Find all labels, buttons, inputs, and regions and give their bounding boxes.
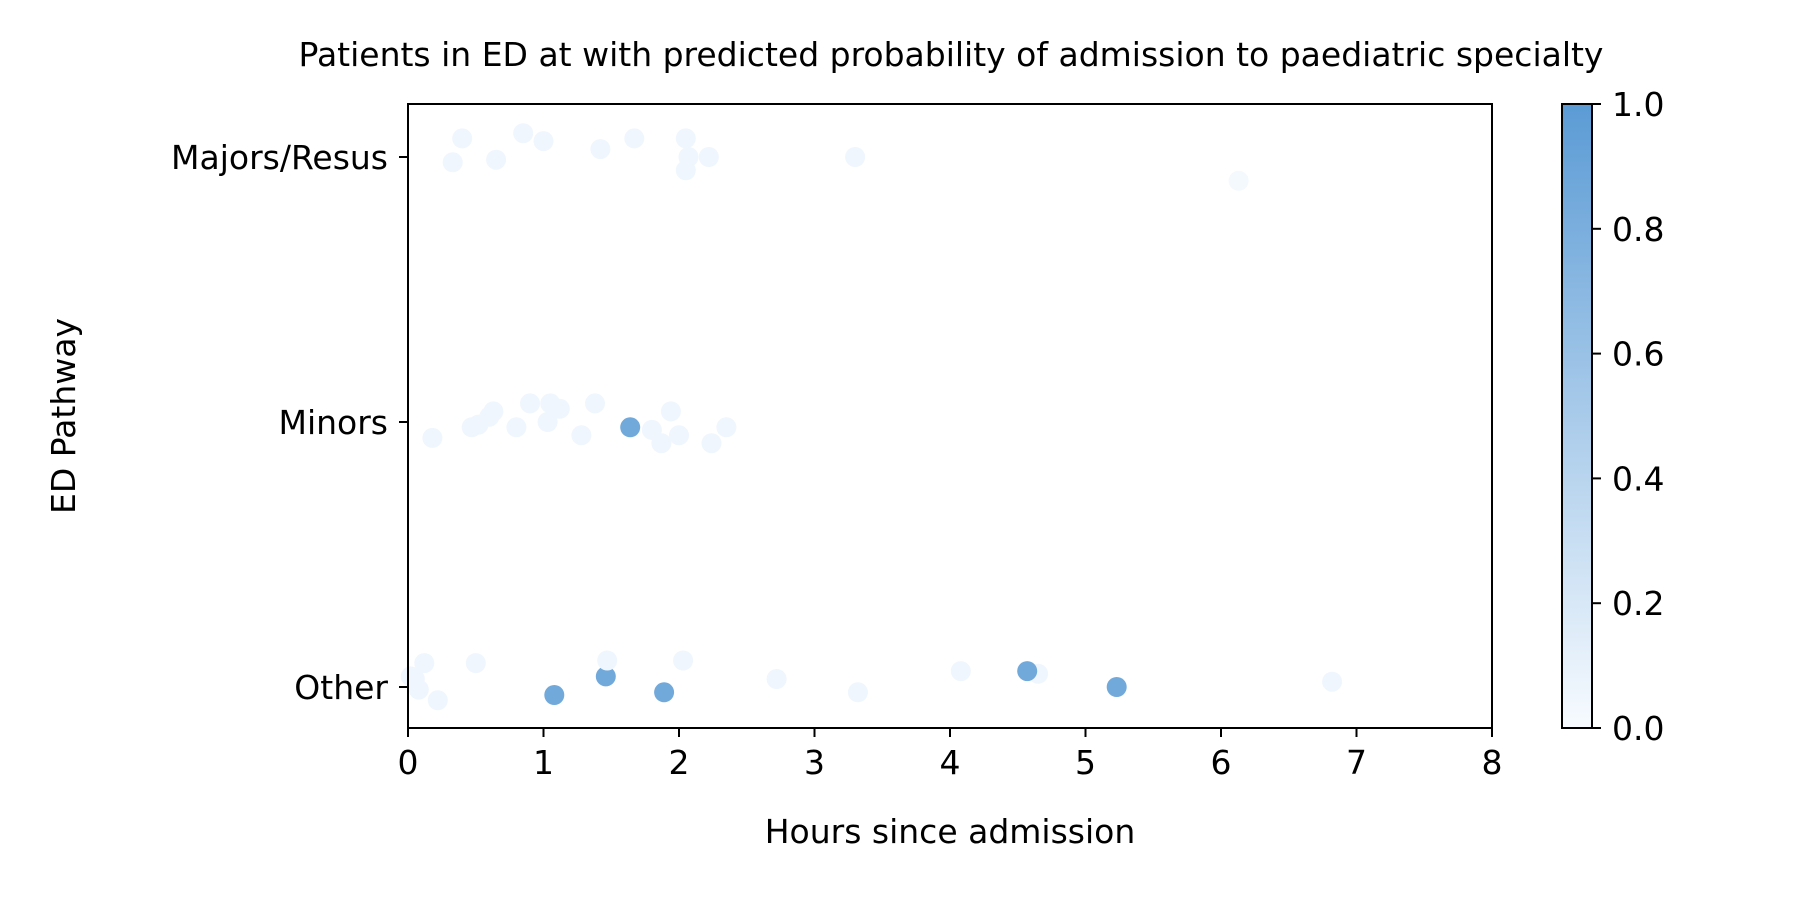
data-point [465,653,486,674]
data-point [1228,170,1249,191]
colorbar-tick-label: 0.0 [1612,709,1664,748]
data-point [408,679,429,700]
y-tick-label: Minors [278,403,388,442]
x-tick-label: 8 [1482,743,1503,782]
data-point [427,690,448,711]
x-axis-ticks: 0 1 2 3 4 5 6 7 8 [398,728,1503,782]
data-point [590,139,611,160]
data-point [595,666,616,687]
x-tick-label: 5 [1075,743,1096,782]
data-point [673,650,694,671]
chart-title: Patients in ED at with predicted probabi… [299,35,1604,74]
x-tick-label: 4 [940,743,961,782]
data-point [847,682,868,703]
x-tick-label: 7 [1346,743,1367,782]
data-point [506,417,527,438]
x-tick-label: 1 [533,743,554,782]
x-tick-label: 6 [1211,743,1232,782]
colorbar-tick-label: 0.8 [1612,210,1664,249]
x-tick-label: 0 [398,743,419,782]
data-point [660,401,681,422]
data-point [1322,671,1343,692]
y-tick-label: Majors/Resus [171,138,388,177]
data-point [950,661,971,682]
scatter-points [400,123,1343,711]
y-axis-label: ED Pathway [44,318,83,514]
x-axis-label: Hours since admission [765,812,1136,851]
data-point [716,417,737,438]
data-point [675,160,696,181]
data-point [669,425,689,446]
colorbar-tick-label: 0.6 [1612,335,1664,374]
data-point [422,427,443,448]
data-point [544,685,565,705]
colorbar-tick-label: 1.0 [1612,85,1664,124]
data-point [675,128,696,149]
colorbar-tick-label: 0.2 [1612,584,1664,623]
data-point [651,433,672,454]
data-point [1106,677,1127,697]
x-tick-label: 3 [804,743,825,782]
colorbar-ticks: 0.0 0.2 0.4 0.6 0.8 1.0 [1592,85,1664,748]
x-tick-label: 2 [669,743,690,782]
data-point [537,412,558,432]
y-axis-ticks: Majors/Resus Minors Other [171,138,408,707]
data-point [597,650,618,671]
data-point [766,669,787,689]
data-point [486,149,507,170]
colorbar: 0.0 0.2 0.4 0.6 0.8 1.0 [1561,85,1664,748]
data-point [620,417,641,438]
data-point [845,147,866,167]
data-point [452,128,473,149]
colorbar-tick-label: 0.4 [1612,459,1664,498]
data-point [483,401,504,422]
data-point [698,147,719,167]
data-point [549,398,570,419]
data-point [520,393,540,414]
data-point [624,128,645,149]
data-point [585,393,605,414]
data-point [1017,661,1038,682]
data-point [513,123,534,144]
plot-area-frame [407,103,1493,729]
data-point [571,425,592,446]
y-tick-label: Other [294,668,388,707]
data-point [654,682,675,703]
data-point [701,433,722,454]
data-point [414,653,435,674]
data-point [533,131,554,152]
data-point [442,152,463,173]
colorbar-gradient-bar [1561,103,1593,729]
